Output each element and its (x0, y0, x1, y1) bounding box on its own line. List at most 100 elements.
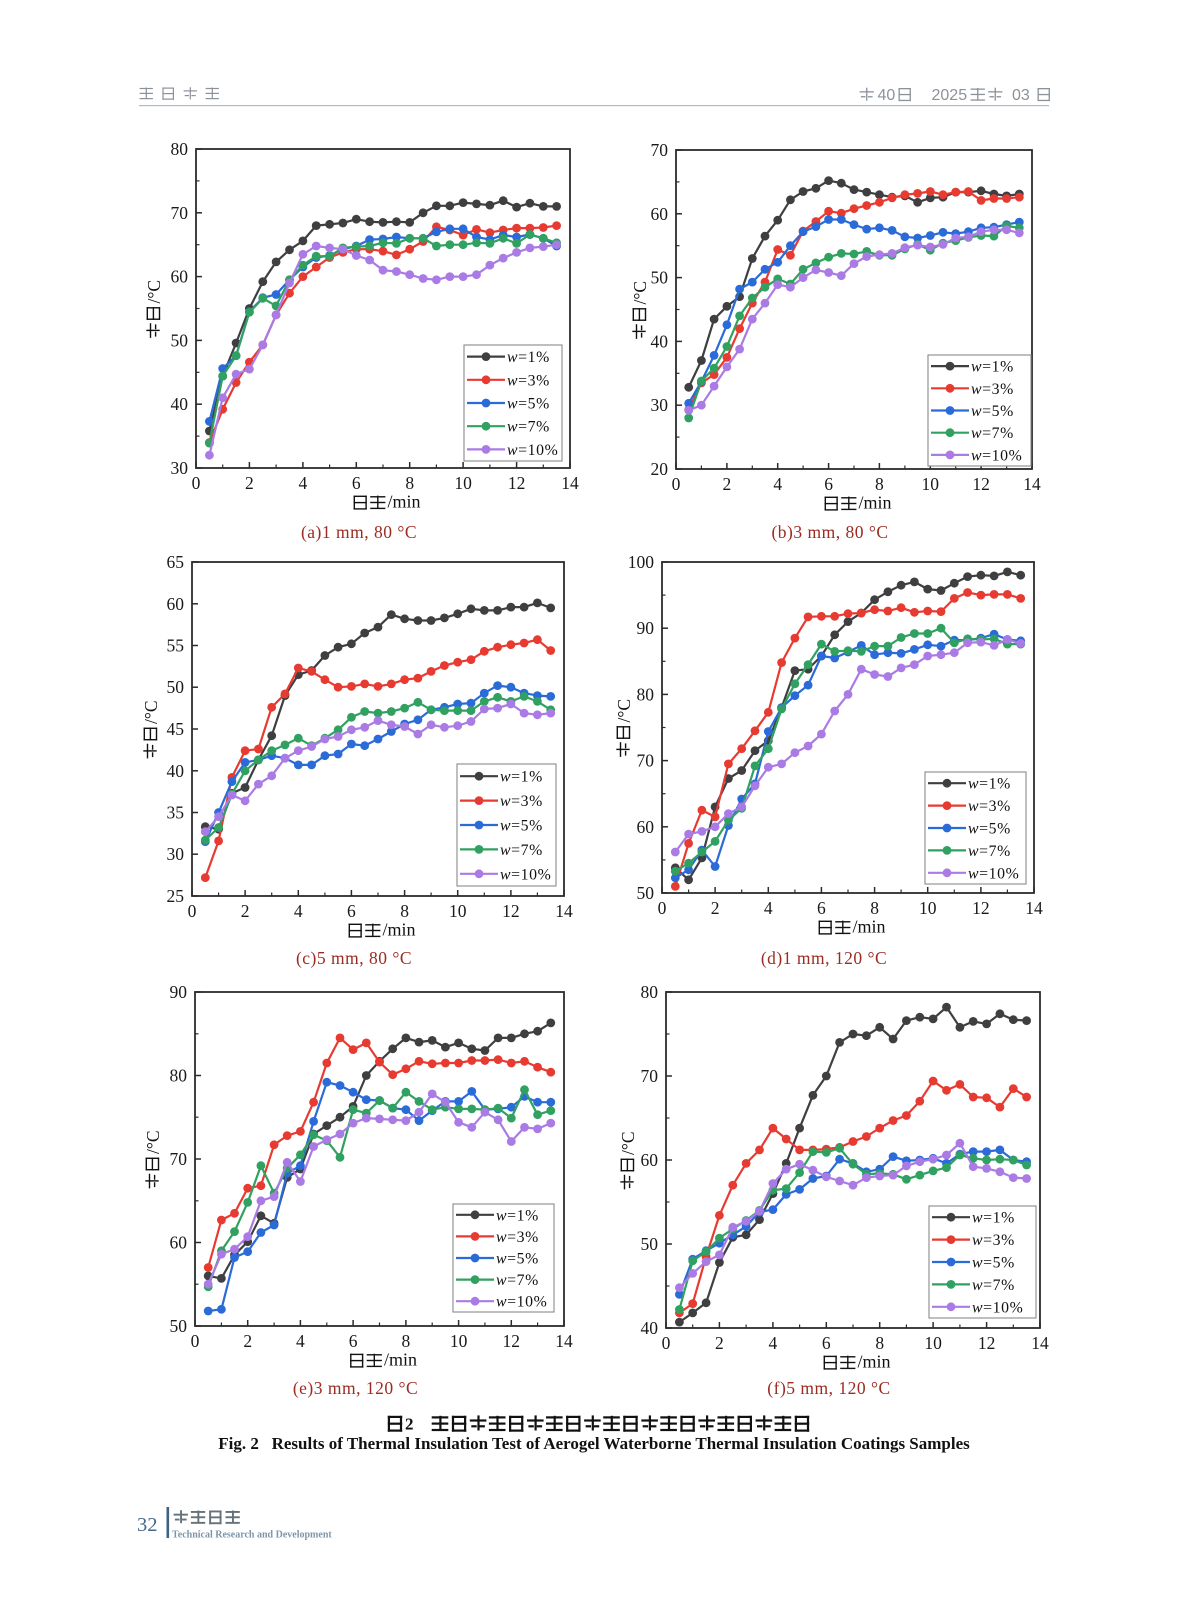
svg-text:50: 50 (651, 268, 669, 288)
svg-text:60: 60 (171, 267, 189, 287)
svg-text:w=10%: w=10% (500, 866, 551, 883)
svg-text:8: 8 (400, 901, 409, 921)
svg-text:10: 10 (922, 474, 940, 494)
svg-text:55: 55 (167, 636, 185, 656)
svg-text:/min: /min (858, 1352, 891, 1372)
svg-text:35: 35 (167, 803, 185, 823)
svg-text:/°C: /°C (630, 281, 650, 305)
svg-text:(c)5 mm, 80 °C: (c)5 mm, 80 °C (296, 948, 412, 968)
svg-text:30: 30 (651, 395, 669, 415)
svg-text:60: 60 (170, 1233, 188, 1253)
svg-text:w=7%: w=7% (968, 843, 1011, 860)
svg-text:50: 50 (167, 677, 185, 697)
svg-text:14: 14 (1025, 898, 1043, 918)
svg-text:40: 40 (641, 1318, 659, 1338)
svg-text:w=10%: w=10% (971, 447, 1022, 464)
svg-text:w=3%: w=3% (968, 798, 1011, 815)
svg-text:2025: 2025 (932, 87, 968, 104)
svg-text:60: 60 (167, 594, 185, 614)
svg-text:14: 14 (1031, 1333, 1049, 1353)
svg-text:20: 20 (651, 459, 669, 479)
svg-text:/°C: /°C (141, 700, 161, 724)
svg-text:(d)1 mm, 120 °C: (d)1 mm, 120 °C (761, 948, 887, 968)
svg-text:/min: /min (384, 1350, 417, 1370)
svg-text:14: 14 (561, 473, 579, 493)
svg-text:6: 6 (349, 1331, 358, 1351)
svg-text:w=10%: w=10% (496, 1294, 547, 1311)
svg-text:2: 2 (715, 1333, 724, 1353)
svg-text:Technical Research and Develop: Technical Research and Development (172, 1530, 332, 1541)
svg-text:/°C: /°C (614, 699, 634, 723)
svg-text:w=1%: w=1% (971, 359, 1014, 376)
svg-text:6: 6 (347, 901, 356, 921)
svg-text:w=1%: w=1% (496, 1207, 539, 1224)
svg-text:6: 6 (352, 473, 361, 493)
svg-text:(e)3 mm, 120 °C: (e)3 mm, 120 °C (293, 1378, 418, 1398)
svg-text:/min: /min (388, 492, 421, 512)
svg-text:w=3%: w=3% (496, 1229, 539, 1246)
svg-text:60: 60 (651, 204, 669, 224)
svg-text:10: 10 (449, 901, 467, 921)
svg-text:12: 12 (503, 1331, 521, 1351)
svg-text:w=10%: w=10% (507, 442, 558, 459)
svg-text:w=3%: w=3% (971, 381, 1014, 398)
svg-text:30: 30 (167, 844, 185, 864)
svg-text:80: 80 (170, 1066, 188, 1086)
svg-text:60: 60 (641, 1150, 659, 1170)
svg-text:w=5%: w=5% (968, 821, 1011, 838)
svg-text:/°C: /°C (143, 1130, 163, 1154)
svg-text:65: 65 (167, 552, 185, 572)
svg-text:12: 12 (508, 473, 526, 493)
svg-text:14: 14 (1023, 474, 1041, 494)
svg-text:14: 14 (555, 1331, 573, 1351)
svg-text:w=3%: w=3% (972, 1232, 1015, 1249)
svg-text:4: 4 (299, 473, 308, 493)
svg-text:70: 70 (641, 1066, 659, 1086)
svg-text:2: 2 (405, 1415, 414, 1434)
svg-text:6: 6 (817, 898, 826, 918)
svg-text:w=10%: w=10% (972, 1299, 1023, 1316)
svg-text:w=5%: w=5% (507, 396, 550, 413)
svg-text:6: 6 (822, 1333, 831, 1353)
svg-text:25: 25 (167, 886, 185, 906)
svg-text:4: 4 (294, 901, 303, 921)
svg-text:8: 8 (402, 1331, 411, 1351)
svg-text:w=7%: w=7% (496, 1272, 539, 1289)
svg-text:10: 10 (450, 1331, 468, 1351)
svg-text:70: 70 (651, 140, 669, 160)
svg-text:0: 0 (188, 901, 197, 921)
svg-text:w=10%: w=10% (968, 865, 1019, 882)
svg-text:4: 4 (769, 1333, 778, 1353)
svg-text:w=7%: w=7% (500, 842, 543, 859)
svg-text:80: 80 (171, 139, 189, 159)
svg-text:w=7%: w=7% (972, 1277, 1015, 1294)
svg-text:w=1%: w=1% (507, 349, 550, 366)
svg-text:10: 10 (919, 898, 937, 918)
svg-text:w=5%: w=5% (496, 1251, 539, 1268)
svg-text:80: 80 (637, 684, 655, 704)
svg-text:70: 70 (637, 751, 655, 771)
svg-text:(a)1 mm, 80 °C: (a)1 mm, 80 °C (301, 522, 417, 542)
svg-text:100: 100 (628, 552, 655, 572)
svg-text:12: 12 (978, 1333, 996, 1353)
svg-text:2: 2 (243, 1331, 252, 1351)
svg-text:0: 0 (192, 473, 201, 493)
svg-text:0: 0 (191, 1331, 200, 1351)
svg-text:12: 12 (502, 901, 520, 921)
svg-text:70: 70 (171, 203, 189, 223)
svg-text:/°C: /°C (618, 1131, 638, 1155)
svg-text:Fig. 2 Results of Thermal In: Fig. 2 Results of Thermal Insulation Tes… (218, 1434, 970, 1453)
svg-text:10: 10 (924, 1333, 942, 1353)
svg-text:03: 03 (1012, 87, 1030, 104)
svg-text:w=5%: w=5% (971, 403, 1014, 420)
svg-text:/min: /min (853, 917, 886, 937)
svg-text:70: 70 (170, 1149, 188, 1169)
svg-text:50: 50 (171, 330, 189, 350)
svg-text:8: 8 (875, 474, 884, 494)
svg-text:4: 4 (773, 474, 782, 494)
svg-text:2: 2 (241, 901, 250, 921)
svg-text:90: 90 (637, 618, 655, 638)
svg-text:40: 40 (878, 87, 896, 104)
svg-text:4: 4 (764, 898, 773, 918)
svg-text:0: 0 (672, 474, 681, 494)
